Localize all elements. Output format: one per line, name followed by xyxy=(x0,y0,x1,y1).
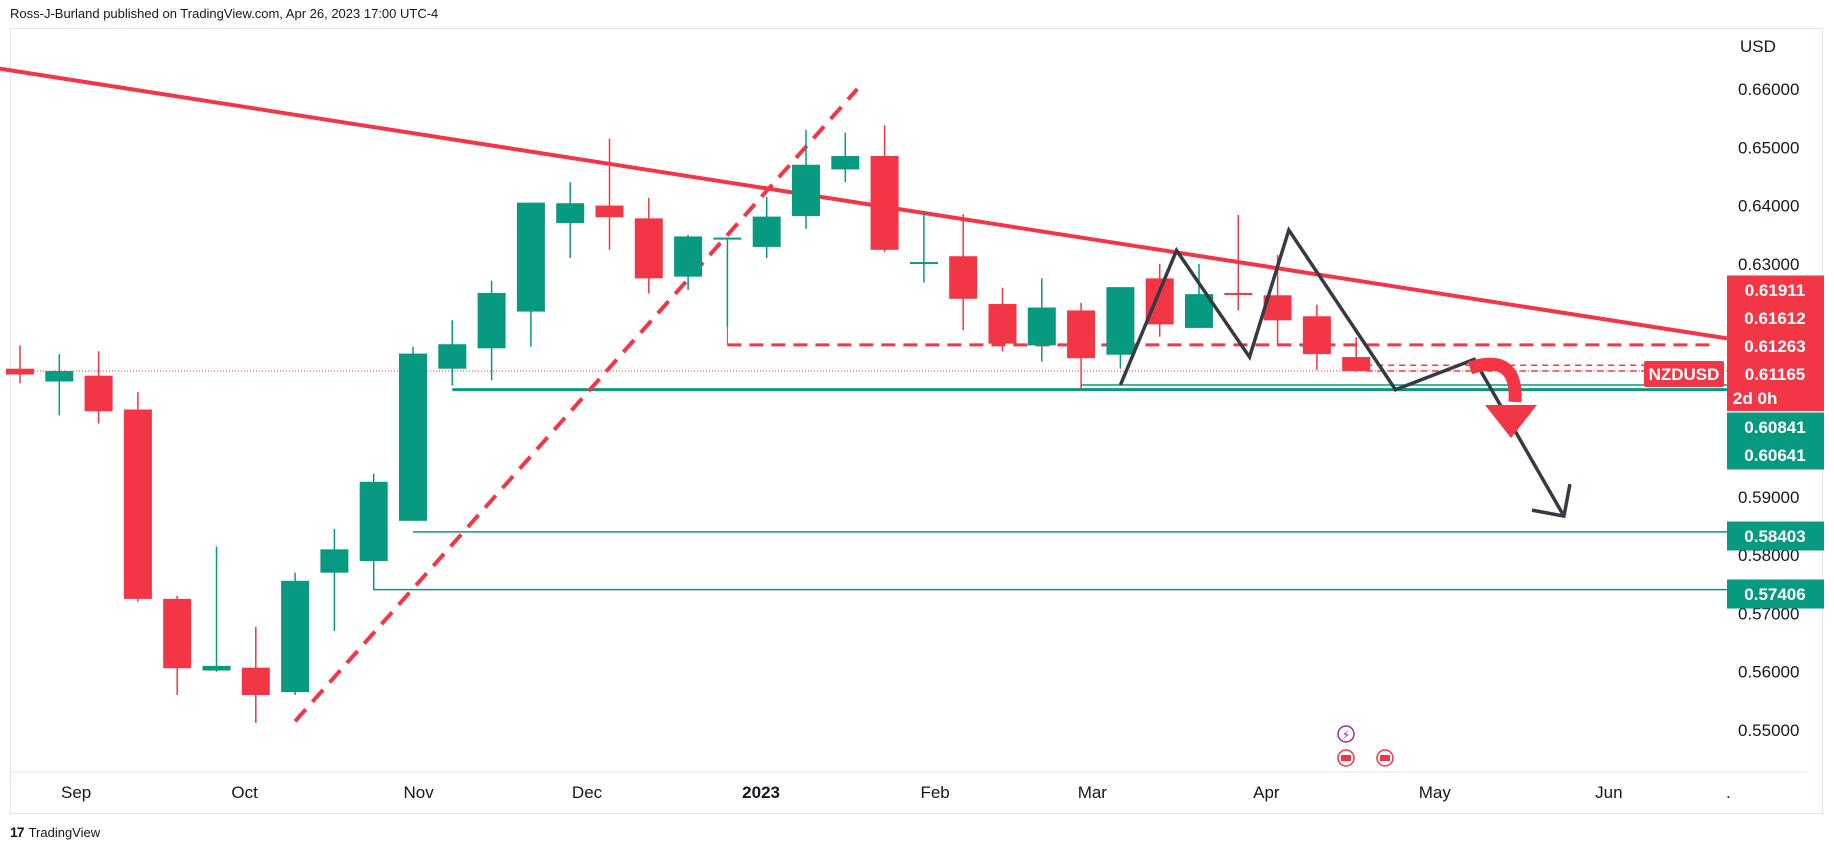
y-tick-label: 0.58000 xyxy=(1738,546,1799,565)
published-by-header: Ross-J-Burland published on TradingView.… xyxy=(10,6,439,21)
candle-body xyxy=(359,481,388,562)
price-tag xyxy=(1727,440,1824,470)
candle-body xyxy=(556,203,585,224)
candle-body xyxy=(1302,316,1331,355)
footer-brand-label: TradingView xyxy=(28,824,101,840)
x-tick-label: Dec xyxy=(572,783,603,802)
candles-layer xyxy=(6,125,1371,724)
y-tick-label: 0.55000 xyxy=(1738,721,1799,740)
candle-body xyxy=(674,236,703,277)
y-tick-label: 0.56000 xyxy=(1738,663,1799,682)
candle-body xyxy=(202,665,231,671)
projection-arrowhead xyxy=(1531,483,1572,519)
uptrend-dashed-line xyxy=(293,87,859,723)
flag-stripes xyxy=(1380,755,1390,761)
candle-body xyxy=(870,156,899,250)
candle-body xyxy=(752,216,781,247)
price-tag-label: 0.60641 xyxy=(1744,446,1805,465)
candle-body xyxy=(438,344,467,369)
y-tick-label: 0.64000 xyxy=(1738,197,1799,216)
x-tick-label: Jun xyxy=(1595,783,1622,802)
x-tick-label: 2023 xyxy=(742,783,780,802)
candle-body xyxy=(792,164,820,217)
candle-body xyxy=(6,368,34,375)
projection-path xyxy=(1118,225,1566,518)
candle-body xyxy=(1342,357,1371,372)
price-tag-label: 0.61911 xyxy=(1745,281,1806,300)
price-tag xyxy=(1727,275,1824,305)
resistance-trendline xyxy=(0,66,1728,341)
countdown-label: 2d 0h xyxy=(1733,389,1777,408)
x-tick-label: Sep xyxy=(61,783,91,802)
x-tick-label: Apr xyxy=(1253,783,1280,802)
y-tick-label: 0.66000 xyxy=(1738,80,1799,99)
y-tick-label: 0.63000 xyxy=(1738,255,1799,274)
x-tick-label: Oct xyxy=(231,783,258,802)
price-tag-label: 0.58403 xyxy=(1744,527,1805,546)
candle-body xyxy=(988,304,1017,344)
candle-body xyxy=(84,375,113,412)
price-tag xyxy=(1727,521,1824,551)
x-tick-label: May xyxy=(1419,783,1452,802)
candle-body xyxy=(949,256,978,299)
candle-body xyxy=(1106,287,1135,355)
lightning-event-icon xyxy=(1337,725,1355,743)
candle-body xyxy=(123,409,152,599)
candle-body xyxy=(831,156,860,170)
x-tick-label: Nov xyxy=(403,783,434,802)
price-tag xyxy=(1727,359,1824,389)
tradingview-footer[interactable]: 17 TradingView xyxy=(10,824,100,840)
lightning-glyph: ⚡ xyxy=(1342,728,1350,742)
flag-stripes xyxy=(1341,755,1351,761)
candle-body xyxy=(713,237,742,240)
symbol-tag-label: NZDUSD xyxy=(1649,365,1720,384)
price-tag xyxy=(1727,412,1824,442)
price-tag xyxy=(1727,303,1824,333)
candle-body xyxy=(477,292,506,349)
price-tag-label: 0.57406 xyxy=(1744,585,1805,604)
y-tick-label: 0.59000 xyxy=(1738,488,1799,507)
candle-body xyxy=(1067,310,1096,359)
candle-body xyxy=(1027,307,1056,346)
price-tag-label: 0.61263 xyxy=(1744,337,1805,356)
candle-body xyxy=(516,202,545,312)
axes-layer: USD0.660000.650000.640000.630000.620000.… xyxy=(10,37,1807,802)
candle-body xyxy=(45,371,74,382)
candle-body xyxy=(320,549,349,573)
overlay-layer: ⚡ xyxy=(1118,225,1572,767)
curved-down-arrow xyxy=(1467,357,1522,403)
price-tag-label: 0.61612 xyxy=(1744,309,1805,328)
x-tick-label: Mar xyxy=(1078,783,1108,802)
y-tick-label: 0.65000 xyxy=(1738,138,1799,157)
y-tick-label: 0.57000 xyxy=(1738,604,1799,623)
tradingview-logo-icon: 17 xyxy=(10,824,25,840)
candle-body xyxy=(595,205,624,218)
price-tag xyxy=(1727,579,1824,609)
candle-body xyxy=(1224,292,1253,295)
price-tag-label: 0.61165 xyxy=(1745,365,1806,384)
price-tag xyxy=(1727,331,1824,361)
candle-body xyxy=(241,667,270,696)
drawing-layer xyxy=(0,66,1728,723)
curved-down-arrow-head xyxy=(1485,405,1537,438)
x-tick-label: Feb xyxy=(920,783,949,802)
price-tags-layer: 0.61911 0.61612 0.61263 0.61165 0.60841 0.606… xyxy=(1644,275,1824,609)
currency-label: USD xyxy=(1740,37,1776,56)
candle-body xyxy=(909,262,938,265)
symbol-tag xyxy=(1644,361,1724,387)
candle-body xyxy=(399,353,427,521)
x-axis-ellipsis: . xyxy=(1726,783,1731,802)
candle-body xyxy=(634,218,663,279)
candle-body xyxy=(281,580,310,693)
price-tag-label: 0.60841 xyxy=(1744,418,1805,437)
candle-body xyxy=(163,598,192,669)
